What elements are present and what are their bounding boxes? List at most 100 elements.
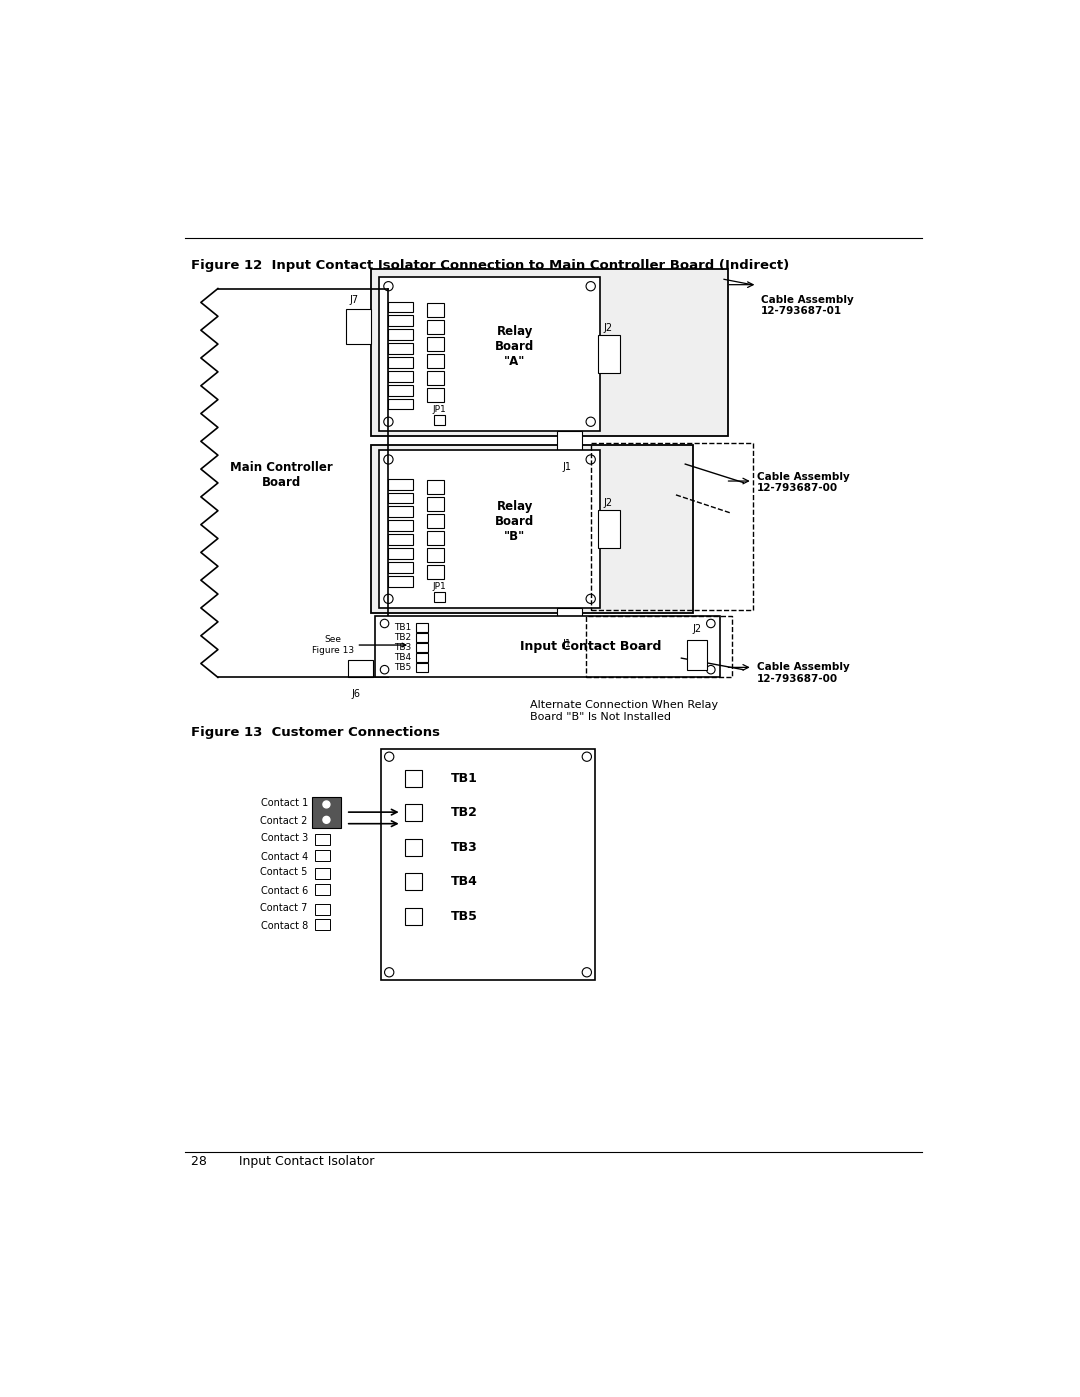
Bar — [428, 548, 444, 562]
Bar — [428, 497, 444, 511]
Text: J2: J2 — [604, 499, 612, 509]
Bar — [557, 432, 582, 458]
Bar — [389, 479, 414, 489]
Bar — [389, 330, 414, 339]
Bar — [428, 320, 444, 334]
Bar — [591, 443, 754, 610]
Bar — [389, 372, 414, 381]
Text: Contact 1: Contact 1 — [260, 798, 308, 807]
Bar — [416, 623, 428, 631]
Bar — [389, 316, 414, 327]
Bar — [405, 873, 422, 890]
Text: J7: J7 — [349, 296, 359, 306]
Bar — [314, 904, 330, 915]
Bar — [314, 849, 330, 861]
Text: J2: J2 — [604, 323, 612, 334]
Text: J1: J1 — [563, 638, 571, 648]
Bar — [687, 640, 707, 669]
Bar — [428, 564, 444, 578]
Bar — [389, 576, 414, 587]
Text: TB5: TB5 — [451, 911, 477, 923]
Bar — [405, 840, 422, 856]
Bar — [314, 869, 330, 879]
Circle shape — [323, 800, 329, 807]
Text: Relay
Board
"B": Relay Board "B" — [495, 500, 535, 543]
Bar — [586, 616, 732, 678]
Text: Contact 7: Contact 7 — [260, 902, 308, 912]
Bar — [598, 510, 620, 549]
Bar — [314, 919, 330, 930]
Text: Main Controller
Board: Main Controller Board — [230, 461, 334, 489]
Text: Cable Assembly
12-793687-00: Cable Assembly 12-793687-00 — [757, 472, 849, 493]
Bar — [428, 353, 444, 367]
Text: TB1: TB1 — [451, 771, 477, 785]
Bar — [428, 372, 444, 384]
Bar — [405, 803, 422, 820]
Bar — [389, 507, 414, 517]
Bar — [428, 481, 444, 495]
Text: J6: J6 — [351, 689, 361, 698]
Text: JP1: JP1 — [433, 405, 446, 414]
Text: Input Contact Board: Input Contact Board — [519, 640, 661, 652]
Bar — [372, 444, 693, 613]
Bar — [389, 534, 414, 545]
Bar — [346, 309, 370, 344]
Bar — [428, 514, 444, 528]
Text: Contact 6: Contact 6 — [260, 886, 308, 895]
Text: J2: J2 — [692, 624, 701, 634]
Bar — [598, 335, 620, 373]
Bar — [389, 302, 414, 313]
Bar — [428, 303, 444, 317]
Bar — [389, 358, 414, 367]
Bar — [416, 633, 428, 643]
Bar — [389, 384, 414, 395]
Text: TB1: TB1 — [394, 623, 411, 631]
Bar — [389, 398, 414, 409]
Circle shape — [323, 816, 329, 823]
Text: TB2: TB2 — [394, 633, 411, 641]
Text: TB2: TB2 — [451, 806, 477, 819]
Bar — [389, 493, 414, 503]
Text: Figure 12  Input Contact Isolator Connection to Main Controller Board (Indirect): Figure 12 Input Contact Isolator Connect… — [191, 260, 789, 272]
Text: Cable Assembly
12-793687-01: Cable Assembly 12-793687-01 — [761, 295, 854, 316]
Bar — [434, 592, 445, 602]
Text: TB4: TB4 — [451, 875, 477, 888]
Bar — [389, 548, 414, 559]
Text: See
Figure 13: See Figure 13 — [311, 636, 406, 655]
Text: Contact 2: Contact 2 — [260, 816, 308, 827]
Bar — [372, 270, 728, 436]
Bar — [416, 652, 428, 662]
Text: Figure 13  Customer Connections: Figure 13 Customer Connections — [191, 726, 440, 739]
Text: 28        Input Contact Isolator: 28 Input Contact Isolator — [191, 1155, 374, 1168]
Bar — [405, 770, 422, 787]
Text: Contact 5: Contact 5 — [260, 868, 308, 877]
Bar — [375, 616, 720, 678]
Bar — [389, 520, 414, 531]
Bar — [312, 796, 341, 827]
Bar — [348, 661, 373, 678]
Bar — [557, 608, 582, 636]
Bar — [379, 450, 600, 608]
Bar — [416, 664, 428, 672]
Bar — [434, 415, 445, 425]
Bar — [428, 337, 444, 351]
Bar — [428, 531, 444, 545]
Bar — [314, 834, 330, 845]
Text: TB5: TB5 — [394, 664, 411, 672]
Text: Alternate Connection When Relay
Board "B" Is Not Installed: Alternate Connection When Relay Board "B… — [530, 700, 718, 722]
Text: J1: J1 — [563, 462, 571, 472]
Text: Relay
Board
"A": Relay Board "A" — [495, 324, 535, 367]
Text: TB3: TB3 — [451, 841, 477, 854]
Bar — [405, 908, 422, 925]
Text: Contact 3: Contact 3 — [260, 833, 308, 844]
Bar — [314, 884, 330, 894]
Text: JP1: JP1 — [433, 583, 446, 591]
Bar — [381, 749, 595, 979]
Bar — [428, 388, 444, 402]
Bar — [389, 562, 414, 573]
Bar — [416, 643, 428, 652]
Text: Contact 4: Contact 4 — [260, 852, 308, 862]
Text: Contact 8: Contact 8 — [260, 921, 308, 930]
Text: TB3: TB3 — [394, 643, 411, 652]
Bar — [379, 277, 600, 432]
